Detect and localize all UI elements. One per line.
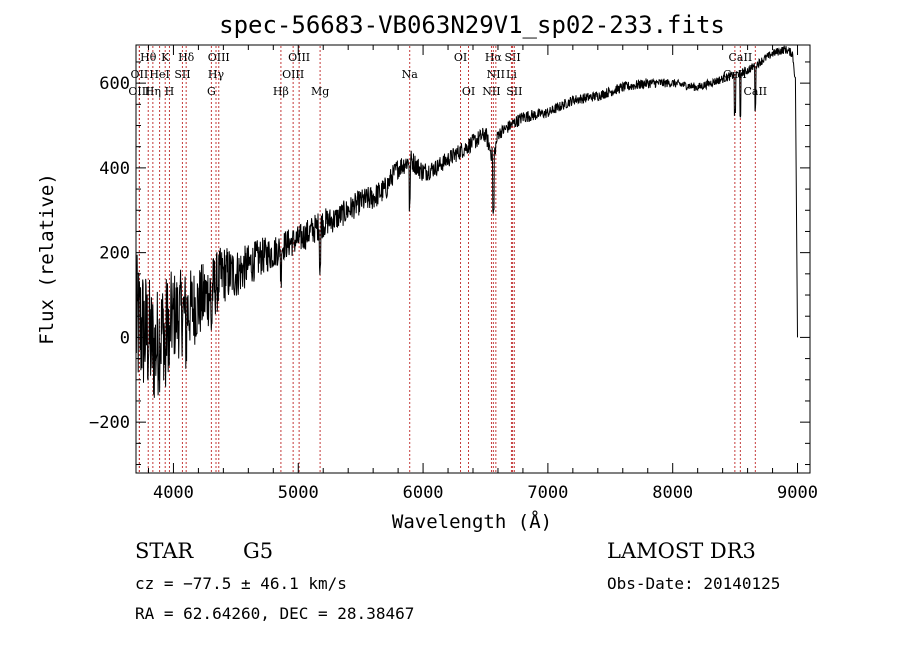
spectral-line-label: HeI (149, 68, 169, 81)
sky-coordinates: RA = 62.64260, DEC = 28.38467 (135, 604, 415, 623)
redshift-velocity: cz = −77.5 ± 46.1 km/s (135, 574, 347, 593)
y-tick-label: −200 (89, 413, 130, 433)
series-layer (135, 45, 798, 398)
spectral-line-label: SII (504, 51, 520, 64)
spectral-line-label: Hδ (178, 51, 195, 64)
x-axis-label: Wavelength (Å) (392, 510, 552, 533)
x-tick-label: 6000 (403, 483, 444, 503)
y-tick-label: 600 (99, 74, 130, 94)
chart-title: spec-56683-VB063N29V1_sp02-233.fits (219, 11, 725, 39)
y-tick-label: 400 (99, 159, 130, 179)
x-tick-label: 8000 (652, 483, 693, 503)
spectral-line-label: SII (506, 85, 522, 98)
spectral-line-label: Hα (485, 51, 503, 64)
x-tick-label: 9000 (777, 483, 818, 503)
spectral-line-label: Hγ (208, 68, 225, 81)
spectral-line-label: NII (482, 85, 500, 98)
spectral-line-label: OIII (128, 85, 150, 98)
y-axis-label: Flux (relative) (36, 173, 58, 345)
series-line-flux (135, 45, 798, 398)
survey-name: LAMOST DR3 (607, 539, 756, 563)
axis-ticks-layer: 4000 5000 6000 7000 8000 9000 −200 0 200 400 600 (89, 45, 818, 503)
spectral-line-label: SII (174, 68, 190, 81)
spectral-line-label: OIII (208, 51, 230, 64)
spectral-line-label: K (161, 51, 170, 64)
observation-date: Obs-Date: 20140125 (607, 574, 781, 593)
spectral-line-label: NII (487, 68, 505, 81)
spectral-line-label: Li (506, 68, 517, 81)
y-tick-label: 200 (99, 244, 130, 264)
spectral-line-label: Mg (311, 85, 329, 98)
object-class: STAR (135, 539, 194, 563)
spectral-line-label: OIII (282, 68, 304, 81)
spectral-line-label: OIII (288, 51, 310, 64)
spectral-line-label: OI (454, 51, 467, 64)
spectral-line-label: Hβ (273, 85, 289, 98)
x-tick-label: 4000 (153, 483, 194, 503)
spectral-line-label: Hθ (140, 51, 157, 64)
x-tick-label: 5000 (278, 483, 319, 503)
spectral-line-label: H (165, 85, 175, 98)
spectral-line-label: OI (462, 85, 475, 98)
spectral-line-label: Na (402, 68, 419, 81)
object-subclass: G5 (243, 539, 274, 563)
spectral-line-label: Hη (145, 85, 161, 98)
spectral-line-label: CaII (729, 51, 753, 64)
x-tick-label: 7000 (527, 483, 568, 503)
spectral-line-label: G (207, 85, 216, 98)
y-tick-label: 0 (120, 328, 130, 348)
